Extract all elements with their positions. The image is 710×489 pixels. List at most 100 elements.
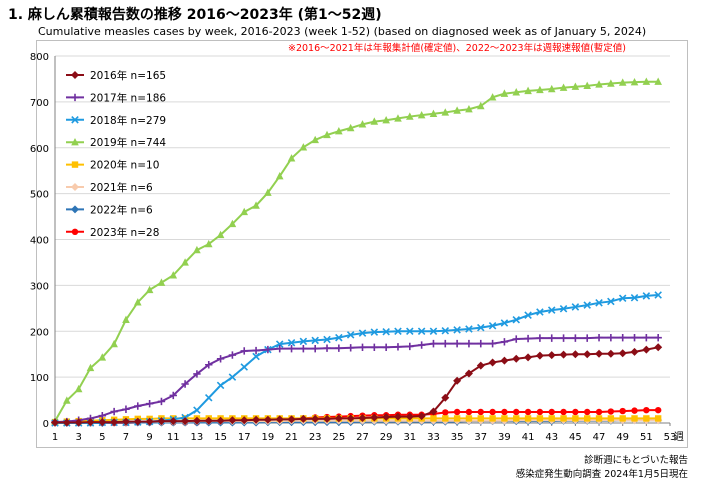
data-point xyxy=(181,258,189,266)
data-point xyxy=(535,351,544,360)
data-point xyxy=(476,361,485,370)
data-point xyxy=(157,397,166,406)
data-point xyxy=(370,328,379,336)
x-tick-label: 41 xyxy=(522,432,535,443)
chart-note: ※2016～2021年は年報集計値(確定値)、2022～2023年は週報速報値(… xyxy=(288,43,626,54)
data-point xyxy=(571,303,580,311)
data-point xyxy=(500,338,509,346)
data-point xyxy=(500,319,509,327)
data-point xyxy=(264,345,272,354)
y-tick-label: 800 xyxy=(30,52,49,63)
x-tick-label: 13 xyxy=(191,432,204,443)
data-point xyxy=(98,418,107,427)
data-point xyxy=(441,339,449,348)
data-point xyxy=(275,340,284,348)
series-4 xyxy=(51,77,662,425)
data-point xyxy=(654,343,663,352)
data-point xyxy=(169,391,177,400)
x-tick-label: 27 xyxy=(356,432,369,443)
data-point xyxy=(595,299,603,307)
data-point xyxy=(488,93,497,101)
data-point xyxy=(559,83,568,91)
data-point xyxy=(501,415,508,422)
data-point xyxy=(488,321,497,330)
data-point xyxy=(524,334,532,343)
data-point xyxy=(489,415,496,422)
x-tick-label: 47 xyxy=(593,432,606,443)
data-point xyxy=(453,415,461,422)
data-point xyxy=(204,416,213,425)
data-point xyxy=(74,418,83,427)
data-point xyxy=(571,82,580,90)
data-point xyxy=(584,408,591,416)
data-point xyxy=(547,351,556,360)
data-point xyxy=(465,339,473,348)
data-point xyxy=(216,230,225,239)
data-point xyxy=(512,88,521,96)
data-point xyxy=(583,81,592,90)
data-point xyxy=(453,106,461,114)
data-point xyxy=(560,408,567,416)
data-point xyxy=(643,406,650,414)
data-point xyxy=(405,412,414,421)
data-point xyxy=(406,327,414,336)
x-tick-label: 19 xyxy=(262,432,275,443)
data-point xyxy=(488,358,497,367)
y-tick-label: 200 xyxy=(30,327,49,338)
data-point xyxy=(654,415,662,422)
data-point xyxy=(122,405,130,413)
x-tick-label: 5 xyxy=(99,432,105,443)
y-tick-label: 500 xyxy=(30,190,49,201)
x-tick-label: 45 xyxy=(569,432,582,443)
data-point xyxy=(606,349,615,358)
data-point xyxy=(406,342,414,351)
chart-title: 1. 麻しん累積報告数の推移 2016～2023年 (第1～52週) xyxy=(8,7,382,23)
data-point xyxy=(122,315,130,323)
x-tick-label: 33 xyxy=(427,432,440,443)
data-point xyxy=(382,327,390,336)
data-point xyxy=(252,201,260,209)
data-point xyxy=(607,415,615,422)
legend-marker xyxy=(71,161,79,168)
data-point xyxy=(512,354,521,363)
data-point xyxy=(536,408,544,416)
data-point xyxy=(299,143,308,151)
x-tick-label: 31 xyxy=(403,432,416,443)
data-point xyxy=(334,414,343,423)
data-point xyxy=(193,370,201,378)
data-point xyxy=(501,408,508,416)
data-point xyxy=(477,415,484,422)
data-point xyxy=(607,408,615,415)
data-point xyxy=(370,117,379,125)
data-point xyxy=(524,86,532,95)
data-point xyxy=(240,347,248,355)
x-tick-label: 35 xyxy=(451,432,464,443)
data-point xyxy=(595,80,603,88)
y-tick-label: 700 xyxy=(30,98,49,109)
x-tick-label: 39 xyxy=(498,432,511,443)
data-point xyxy=(619,415,626,422)
data-point xyxy=(442,409,449,416)
data-point xyxy=(654,333,662,342)
y-tick-label: 0 xyxy=(43,419,49,430)
legend-marker xyxy=(71,116,79,124)
data-point xyxy=(643,415,650,422)
y-tick-label: 300 xyxy=(30,281,49,292)
data-point xyxy=(630,333,639,342)
data-point xyxy=(536,415,544,422)
data-point xyxy=(571,334,580,342)
data-point xyxy=(607,79,615,87)
data-point xyxy=(311,336,319,345)
data-point xyxy=(547,84,556,93)
x-tick-label: 17 xyxy=(238,432,251,443)
data-point xyxy=(607,297,615,306)
legend-label: 2022年 n=6 xyxy=(90,203,153,216)
legend-marker xyxy=(71,183,79,191)
x-tick-label: 7 xyxy=(123,432,129,443)
series-1 xyxy=(51,343,663,427)
data-point xyxy=(630,77,639,86)
data-point xyxy=(536,308,544,316)
data-point xyxy=(275,171,284,180)
data-point xyxy=(204,394,213,402)
series-3 xyxy=(51,291,662,427)
